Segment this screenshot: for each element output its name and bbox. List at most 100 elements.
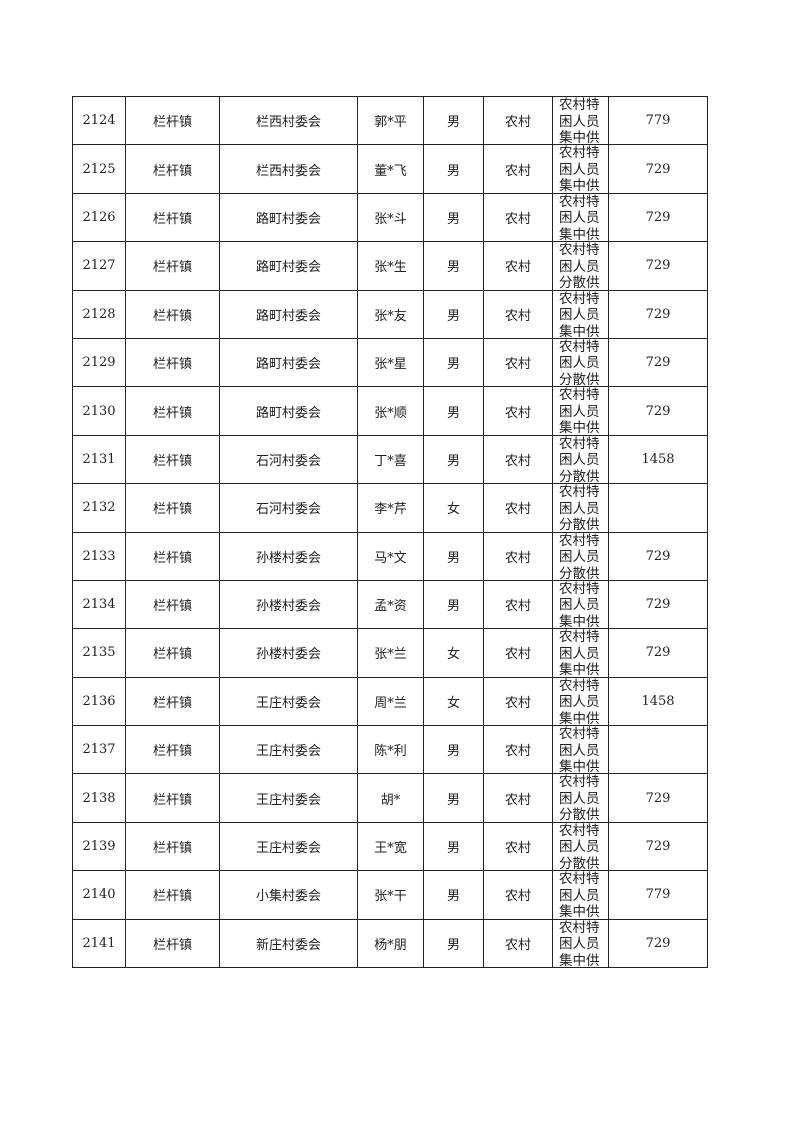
village-cell: 栏西村委会 — [219, 95, 358, 146]
household-type-cell: 农村 — [483, 192, 553, 243]
town-cell: 栏杆镇 — [125, 337, 220, 388]
table-row: 2127 栏杆镇 路町村委会 张*生男农村 农村特困人员分散供 729 — [72, 241, 708, 291]
category-cell: 农村特困人员分散供 — [552, 821, 609, 872]
town-cell: 栏杆镇 — [125, 192, 220, 243]
amount-cell: 729 — [608, 337, 708, 388]
name-cell: 张*干 — [357, 870, 424, 920]
category-text: 农村特困人员集中供 — [559, 97, 600, 144]
category-cell: 农村特困人员集中供 — [552, 192, 609, 243]
amount-cell: 729 — [608, 386, 708, 436]
village-cell: 孙楼村委会 — [219, 579, 358, 630]
row-number: 2132 — [72, 483, 126, 533]
town-cell: 栏杆镇 — [125, 725, 220, 775]
village-cell: 王庄村委会 — [219, 773, 358, 823]
name-cell: 张*兰 — [357, 628, 424, 678]
amount-cell: 729 — [608, 531, 708, 581]
town-cell: 栏杆镇 — [125, 289, 220, 339]
village-cell: 路町村委会 — [219, 192, 358, 243]
household-type-cell: 农村 — [483, 918, 553, 969]
household-type-cell: 农村 — [483, 725, 553, 775]
gender-cell: 男 — [423, 773, 484, 823]
row-number: 2131 — [72, 434, 126, 485]
gender-cell: 男 — [423, 241, 484, 291]
village-cell: 路町村委会 — [219, 289, 358, 339]
town-cell: 栏杆镇 — [125, 628, 220, 678]
gender-cell: 男 — [423, 95, 484, 146]
table-row: 2139 栏杆镇 王庄村委会 王*宽男农村 农村特困人员分散供 729 — [72, 821, 708, 872]
table-row: 2124 栏杆镇 栏西村委会 郭*平男农村 农村特困人员集中供 779 — [72, 95, 708, 146]
category-cell: 农村特困人员集中供 — [552, 870, 609, 920]
category-cell: 农村特困人员集中供 — [552, 676, 609, 727]
village-cell: 孙楼村委会 — [219, 628, 358, 678]
gender-cell: 男 — [423, 918, 484, 969]
village-cell: 孙楼村委会 — [219, 531, 358, 581]
name-cell: 郭*平 — [357, 95, 424, 146]
row-number: 2141 — [72, 918, 126, 969]
category-cell: 农村特困人员集中供 — [552, 628, 609, 678]
amount-cell: 729 — [608, 241, 708, 291]
table-row: 2129 栏杆镇 路町村委会 张*星男农村 农村特困人员分散供 729 — [72, 337, 708, 388]
household-type-cell: 农村 — [483, 628, 553, 678]
name-cell: 孟*资 — [357, 579, 424, 630]
row-number: 2140 — [72, 870, 126, 920]
amount-cell — [608, 725, 708, 775]
household-type-cell: 农村 — [483, 386, 553, 436]
gender-cell: 女 — [423, 628, 484, 678]
name-cell: 杨*朋 — [357, 918, 424, 969]
name-cell: 张*顺 — [357, 386, 424, 436]
household-type-cell: 农村 — [483, 579, 553, 630]
category-cell: 农村特困人员分散供 — [552, 434, 609, 485]
gender-cell: 男 — [423, 531, 484, 581]
table-row: 2140 栏杆镇 小集村委会 张*干男农村 农村特困人员集中供 779 — [72, 870, 708, 920]
row-number: 2137 — [72, 725, 126, 775]
name-cell: 丁*喜 — [357, 434, 424, 485]
category-cell: 农村特困人员分散供 — [552, 241, 609, 291]
village-cell: 石河村委会 — [219, 434, 358, 485]
amount-cell: 1458 — [608, 676, 708, 727]
amount-cell: 729 — [608, 579, 708, 630]
category-text: 农村特困人员集中供 — [559, 290, 600, 338]
category-cell: 农村特困人员分散供 — [552, 531, 609, 581]
amount-cell: 729 — [608, 289, 708, 339]
table-row: 2138 栏杆镇 王庄村委会 胡* 男农村 农村特困人员分散供 729 — [72, 773, 708, 823]
table-row: 2130 栏杆镇 路町村委会 张*顺男农村 农村特困人员集中供 729 — [72, 386, 708, 436]
village-cell: 王庄村委会 — [219, 676, 358, 727]
household-type-cell: 农村 — [483, 289, 553, 339]
row-number: 2134 — [72, 579, 126, 630]
table-row: 2126 栏杆镇 路町村委会 张*斗男农村 农村特困人员集中供 729 — [72, 192, 708, 243]
town-cell: 栏杆镇 — [125, 483, 220, 533]
category-text: 农村特困人员分散供 — [559, 484, 600, 532]
town-cell: 栏杆镇 — [125, 676, 220, 727]
table-row: 2134 栏杆镇 孙楼村委会 孟*资男农村 农村特困人员集中供 729 — [72, 579, 708, 630]
gender-cell: 男 — [423, 386, 484, 436]
village-cell: 栏西村委会 — [219, 144, 358, 194]
gender-cell: 男 — [423, 434, 484, 485]
town-cell: 栏杆镇 — [125, 870, 220, 920]
category-cell: 农村特困人员分散供 — [552, 773, 609, 823]
table-body: 2124 栏杆镇 栏西村委会 郭*平男农村 农村特困人员集中供 779 2125 栏杆镇 栏西村… — [72, 95, 708, 969]
village-cell: 石河村委会 — [219, 483, 358, 533]
row-number: 2133 — [72, 531, 126, 581]
category-text: 农村特困人员集中供 — [559, 193, 600, 241]
town-cell: 栏杆镇 — [125, 821, 220, 872]
household-type-cell: 农村 — [483, 676, 553, 727]
village-cell: 路町村委会 — [219, 241, 358, 291]
category-cell: 农村特困人员集中供 — [552, 289, 609, 339]
name-cell: 王*宽 — [357, 821, 424, 872]
category-cell: 农村特困人员集中供 — [552, 579, 609, 630]
household-type-cell: 农村 — [483, 773, 553, 823]
amount-cell: 779 — [608, 870, 708, 920]
amount-cell: 729 — [608, 628, 708, 678]
category-text: 农村特困人员分散供 — [559, 532, 600, 580]
row-number: 2138 — [72, 773, 126, 823]
row-number: 2130 — [72, 386, 126, 436]
name-cell: 张*斗 — [357, 192, 424, 243]
gender-cell: 女 — [423, 483, 484, 533]
row-number: 2127 — [72, 241, 126, 291]
household-type-cell: 农村 — [483, 241, 553, 291]
category-text: 农村特困人员集中供 — [559, 580, 600, 628]
category-cell: 农村特困人员集中供 — [552, 918, 609, 969]
amount-cell: 1458 — [608, 434, 708, 485]
category-cell: 农村特困人员集中供 — [552, 725, 609, 775]
amount-cell: 729 — [608, 918, 708, 969]
